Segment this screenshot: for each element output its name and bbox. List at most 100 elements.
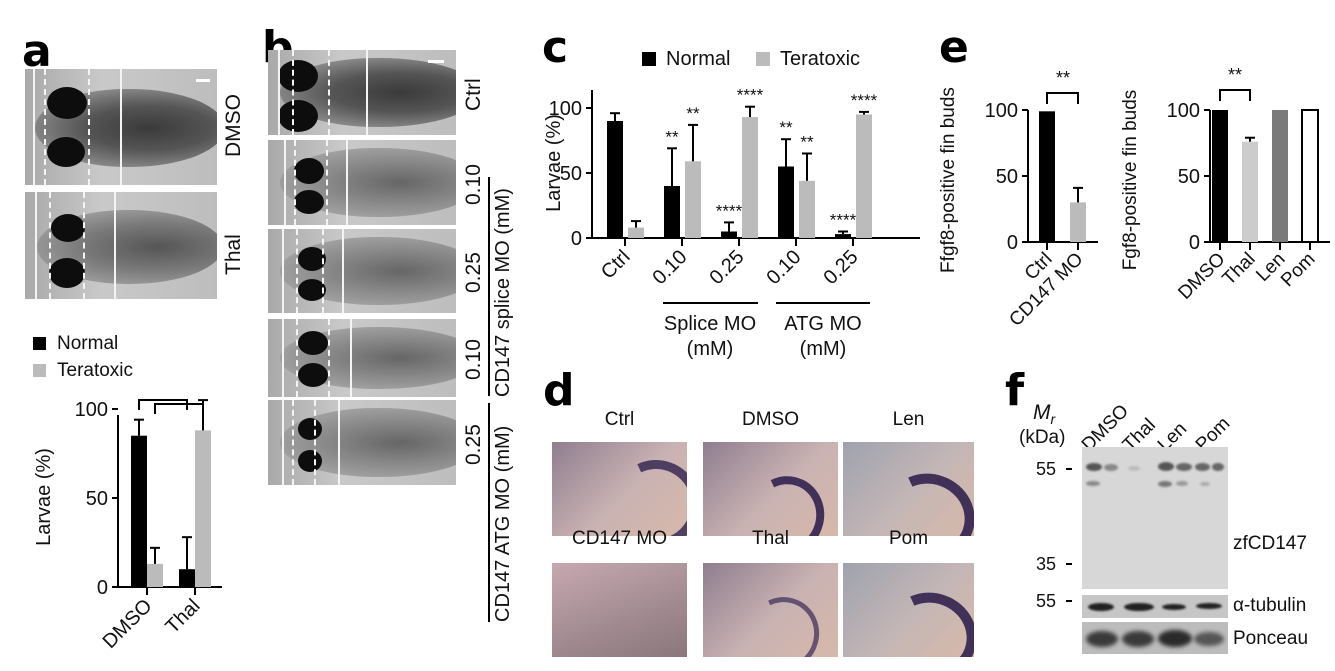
marker-55-tubulin: 55	[1036, 591, 1057, 611]
legend-teratoxic-label: Teratoxic	[57, 360, 134, 381]
panel-d-image	[843, 563, 974, 657]
y-tick-label: 0	[1007, 232, 1018, 254]
bar	[1039, 111, 1055, 242]
band	[1086, 631, 1118, 647]
panel-d-label: CD147 MO	[571, 528, 668, 549]
larva-eye	[298, 247, 326, 271]
marker-55-top: 55	[1036, 459, 1057, 479]
y-tick-label: 50	[1178, 166, 1200, 188]
group-label-atg: ATG MO	[784, 313, 861, 335]
significance-stars: **	[686, 104, 700, 123]
y-tick-label: 50	[560, 163, 582, 185]
panel-b-group-atg: CD147 ATG MO (mM)	[492, 425, 514, 622]
legend-normal-swatch	[642, 52, 656, 66]
group-label-unit: (mM)	[800, 338, 847, 360]
band	[1124, 603, 1154, 611]
panel-f-letter: f	[1005, 365, 1025, 416]
band	[1086, 463, 1102, 471]
larva-eye	[47, 137, 85, 167]
panel-b-image	[268, 229, 456, 313]
y-axis-label: Fgf8-positive fin buds	[1120, 90, 1141, 271]
mr-label-m: M	[1033, 401, 1051, 424]
y-axis-label: Ffgf8-positive fin buds	[938, 87, 959, 273]
larva-eye	[51, 214, 85, 242]
panel-b-label: 0.10	[462, 339, 485, 380]
panel-d-letter: d	[543, 365, 575, 416]
x-tick-label: 0.25	[819, 246, 862, 289]
band	[1200, 482, 1210, 486]
panel-d-label: Pom	[888, 528, 929, 549]
significance-bracket	[1046, 92, 1079, 104]
larva-eye	[298, 279, 326, 301]
marker-tick	[1066, 600, 1072, 602]
x-tick-label: Ctrl	[597, 246, 635, 284]
bar-teratoxic	[742, 117, 758, 238]
panel-d-image	[843, 442, 974, 536]
band	[1158, 481, 1172, 487]
legend-teratoxic-label: Teratoxic	[780, 48, 861, 70]
bar-teratoxic	[685, 161, 701, 238]
panel-b-image	[268, 319, 456, 397]
significance-stars: **	[800, 133, 814, 152]
bar-teratoxic	[628, 227, 644, 238]
group-label-unit: (mM)	[687, 338, 734, 360]
bar	[1070, 202, 1086, 242]
larva-eye	[47, 87, 87, 119]
significance-stars: ****	[149, 390, 177, 397]
blot-ponceau	[1082, 622, 1228, 654]
larva-eye	[298, 363, 328, 387]
fgf8-stain	[873, 579, 974, 657]
bar	[1242, 141, 1258, 242]
bar-normal	[721, 231, 737, 238]
panel-a-label-thal: Thal	[222, 234, 245, 275]
bar-teratoxic	[147, 563, 163, 587]
panel-a-image-dmso	[25, 69, 217, 185]
panel-d-image	[703, 442, 838, 536]
panel-a-image-thal	[25, 192, 217, 299]
panel-a-label-dmso: DMSO	[222, 94, 245, 157]
blot-tubulin	[1082, 595, 1228, 618]
band	[1088, 603, 1114, 611]
panel-b-group-splice: CD147 splice MO (mM)	[492, 188, 514, 397]
band	[1128, 466, 1140, 471]
significance-stars: ****	[737, 86, 764, 105]
y-axis-label: Larvae (%)	[543, 114, 565, 212]
y-tick-label: 0	[1189, 232, 1200, 254]
fgf8-stain	[736, 465, 836, 536]
mr-label: Mr	[1033, 402, 1055, 426]
panel-a-letter: a	[22, 26, 52, 77]
band	[1176, 463, 1192, 471]
fgf8-stain	[599, 447, 687, 536]
panel-d-image	[703, 563, 838, 657]
legend-normal-label: Normal	[666, 48, 731, 70]
band	[1212, 463, 1224, 471]
y-tick-label: 100	[549, 98, 582, 120]
bar-normal	[664, 186, 680, 238]
panel-b-image	[268, 140, 456, 225]
significance-stars: ****	[851, 91, 878, 110]
band	[1196, 603, 1222, 609]
panel-b-label: Ctrl	[462, 77, 485, 111]
legend-teratoxic-swatch	[756, 52, 770, 66]
bar-teratoxic	[195, 430, 211, 587]
panel-b-label: 0.10	[462, 163, 485, 205]
larva-eye	[298, 450, 322, 472]
y-tick-label: 0	[97, 577, 108, 599]
band	[1104, 464, 1118, 471]
bar-normal	[607, 121, 623, 238]
y-axis-label: Larvae (%)	[33, 448, 55, 546]
fgf8-stain	[871, 460, 974, 536]
x-tick-label: 0.10	[648, 246, 691, 289]
band	[1158, 462, 1174, 471]
y-tick-label: 50	[86, 488, 108, 510]
x-tick-label: 0.10	[762, 246, 805, 289]
band	[1158, 630, 1192, 647]
panel-d-label: DMSO	[742, 409, 799, 430]
bar-normal	[778, 166, 794, 238]
bar-teratoxic	[799, 180, 815, 238]
x-tick-label: DMSO	[99, 595, 157, 653]
blot-label-ponceau: Ponceau	[1233, 628, 1309, 649]
significance-bracket	[154, 403, 204, 414]
